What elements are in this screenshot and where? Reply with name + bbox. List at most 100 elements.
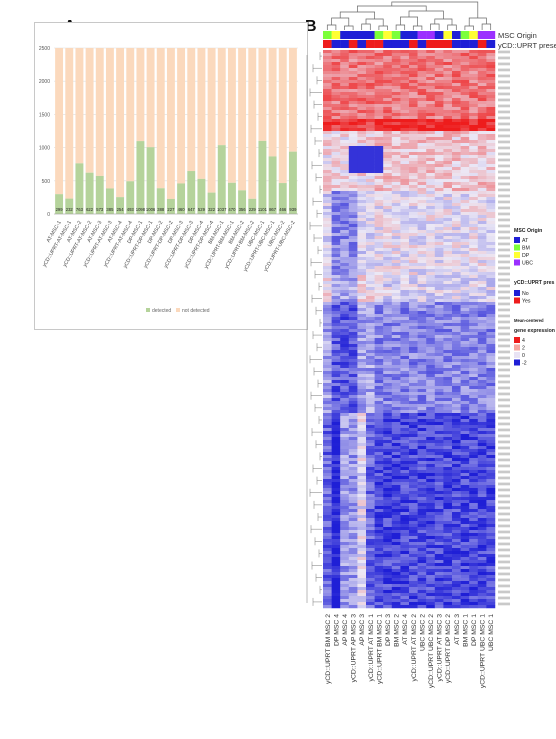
row-label-glyph [498,248,510,252]
heatmap-cell [426,494,436,498]
heatmap-cell [417,581,427,585]
heatmap-cell [460,431,470,435]
heatmap-cell [452,176,461,180]
heatmap-cell [434,197,444,201]
heatmap-cell [331,119,341,123]
heatmap-cell [434,98,444,102]
heatmap-cell [391,458,401,462]
heatmap-cell [417,587,427,591]
heatmap-cell [486,74,496,78]
heatmap-cell [443,278,453,282]
heatmap-cell [477,122,487,126]
heatmap-cell [434,191,444,195]
bar-detected [65,198,74,214]
heatmap-cell [434,458,444,462]
dendrogram-link [395,24,406,30]
heatmap-cell [366,473,375,477]
heatmap-cell [443,503,453,507]
row-label-glyph [498,56,510,60]
heatmap-cell [434,242,444,246]
heatmap-cell [400,356,410,360]
heatmap-cell [443,377,453,381]
heatmap-cell [357,239,367,243]
heatmap-cell [357,446,367,450]
heatmap-cell [486,440,496,444]
heatmap-cell [391,422,401,426]
heatmap-cell [366,569,375,573]
heatmap-cell [452,458,461,462]
heatmap-cell [409,524,418,528]
heatmap-cell [366,557,375,561]
heatmap-cell [443,194,453,198]
heatmap-cell [477,98,487,102]
heatmap-cell [348,140,358,144]
heatmap-cell [340,428,350,432]
heatmap-cell [486,98,496,102]
heatmap-cell [357,494,367,498]
heatmap-cell [323,173,332,177]
heatmap-cell [426,281,436,285]
heatmap-cell [357,485,367,489]
heatmap-cell [469,68,479,72]
heatmap-cell [400,380,410,384]
heatmap-cell [477,59,487,63]
heatmap-cell [340,173,350,177]
heatmap-cell [486,305,496,309]
heatmap-cell [477,527,487,531]
legend-presence-title: yCD::UPRT pres [514,280,554,286]
heatmap-cell [477,521,487,525]
heatmap-cell [469,122,479,126]
heatmap-cell [348,302,358,306]
bar-detected [85,172,94,214]
heatmap-cell [366,506,375,510]
heatmap-cell [460,296,470,300]
heatmap-cell [357,140,367,144]
heatmap-cell [443,428,453,432]
heatmap-cell [486,584,496,588]
heatmap-cell [323,560,332,564]
heatmap-cell [434,407,444,411]
heatmap-cell [357,164,367,168]
heatmap-cell [434,125,444,129]
heatmap-cell [417,596,427,600]
heatmap-cell [443,50,453,54]
heatmap-cell [443,263,453,267]
heatmap-cell [452,545,461,549]
heatmap-cell [460,485,470,489]
heatmap-cell [323,455,332,459]
heatmap-cell [374,407,384,411]
heatmap-cell [400,449,410,453]
heatmap-cell [357,530,367,534]
heatmap-cell [323,215,332,219]
heatmap-cell [452,164,461,168]
heatmap-cell [477,215,487,219]
heatmap-cell [383,50,393,54]
heatmap-cell [426,347,436,351]
heatmap-cell [331,251,341,255]
heatmap-cell [331,92,341,96]
heatmap-cell [357,314,367,318]
heatmap-cell [409,101,418,105]
heatmap-cell [348,461,358,465]
heatmap-cell [477,224,487,228]
heatmap-cell [452,326,461,330]
heatmap-cell [340,278,350,282]
legend-expr-label: 4 [522,338,525,344]
heatmap-cell [460,335,470,339]
y-tick-label: 2000 [39,79,50,85]
heatmap-cell [391,404,401,408]
heatmap-cell [348,479,358,483]
heatmap-cell [374,524,384,528]
heatmap-cell [400,95,410,99]
heatmap-cell [469,176,479,180]
heatmap-cell [469,602,479,606]
heatmap-cell [374,365,384,369]
heatmap-cell [331,245,341,249]
heatmap-cell [460,125,470,129]
row-label-glyph [498,566,510,570]
heatmap-cell [340,224,350,228]
heatmap-cell [340,536,350,540]
heatmap-cell [409,59,418,63]
heatmap-cell [477,179,487,183]
heatmap-cell [340,605,350,609]
